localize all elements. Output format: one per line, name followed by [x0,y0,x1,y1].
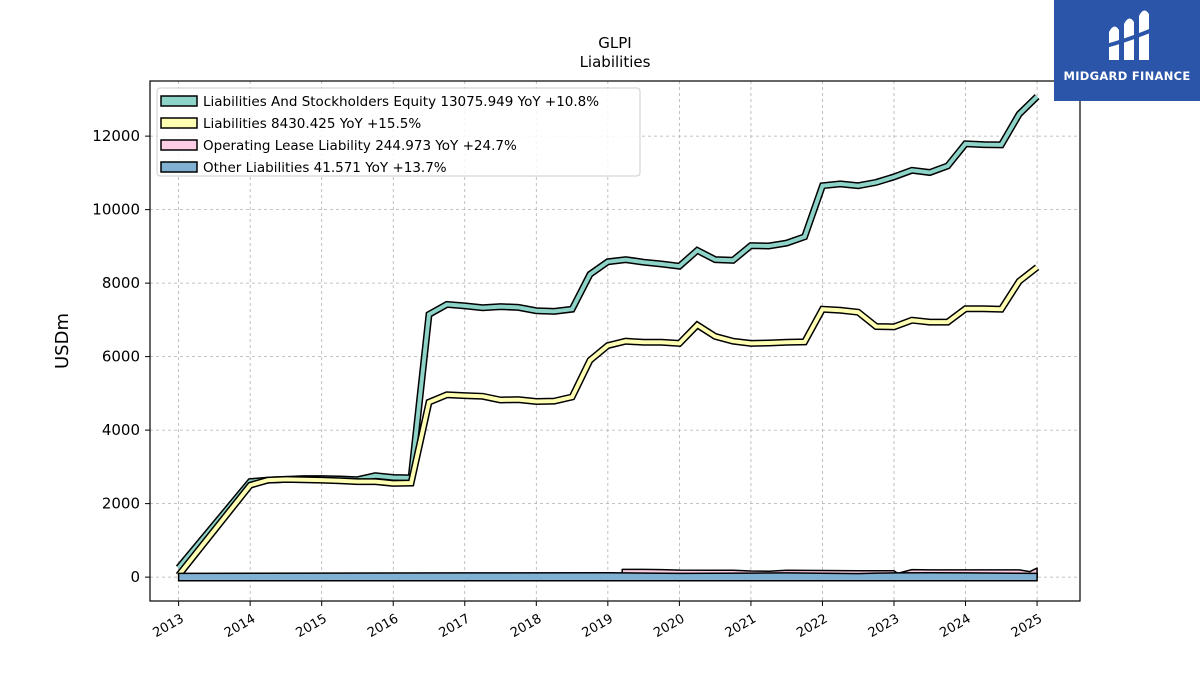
x-tick-label: 2021 [723,611,759,641]
legend-entry: Operating Lease Liability 244.973 YoY +2… [203,138,517,154]
legend-swatch [160,161,198,173]
x-tick-label: 2022 [794,611,830,641]
series-liabilities-and-stockholders-equity-line [177,95,1039,570]
y-tick-label: 10000 [92,201,140,219]
x-tick-label: 2019 [580,611,616,641]
legend-swatch [160,117,198,129]
legend-box [156,87,641,177]
x-tick-label: 2023 [866,611,902,641]
legend-swatch [160,139,198,151]
x-tick-label: 2015 [294,611,330,641]
series-layer [175,94,1040,582]
series-other-liabilities-area [177,571,1038,582]
brand-logo: MIDGARD FINANCE [1054,0,1200,101]
x-tick-label: 2013 [150,611,186,641]
brand-name: MIDGARD FINANCE [1063,69,1191,83]
axis-ticks: 0 2000 4000 6000 8000 10000 12000 2013 2014 2015 2… [92,127,1045,641]
x-tick-label: 2020 [651,611,687,641]
y-tick-label: 4000 [102,421,140,439]
legend-entry: Liabilities 8430.425 YoY +15.5% [203,116,421,132]
x-tick-label: 2018 [508,611,544,641]
midgard-m-logo-icon [1105,10,1153,61]
x-tick-label: 2016 [365,611,401,641]
x-tick-label: 2025 [1009,611,1045,641]
legend: Liabilities And Stockholders Equity 1307… [156,87,641,177]
x-tick-label: 2017 [437,611,473,641]
grid-lines [150,81,1080,601]
chart-subtitle: Liabilities [580,53,651,71]
y-tick-label: 12000 [92,127,140,145]
chart-title: GLPI [598,34,631,52]
x-tick-label: 2024 [937,611,973,641]
y-tick-label: 2000 [102,495,140,513]
plot-frame [149,80,1081,602]
y-tick-label: 0 [130,568,140,586]
x-tick-label: 2014 [222,611,258,641]
y-tick-label: 6000 [102,348,140,366]
series-liabilities-line [177,265,1039,577]
legend-swatch [160,95,198,107]
y-tick-label: 8000 [102,274,140,292]
legend-entry: Liabilities And Stockholders Equity 1307… [203,94,599,110]
legend-entry: Other Liabilities 41.571 YoY +13.7% [203,160,447,176]
series-liabilities-outline [175,264,1040,578]
y-axis-label: USDm [52,313,73,369]
